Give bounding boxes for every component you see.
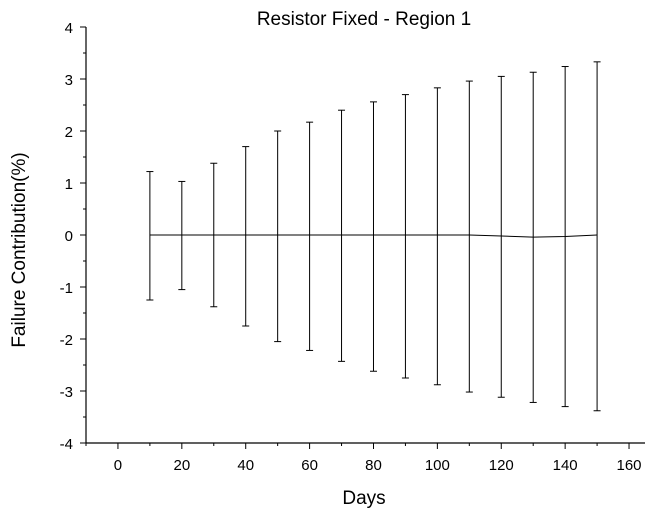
y-tick-label: 1 [65, 176, 73, 193]
error-bar-120 [497, 75, 505, 398]
x-tick-label: 140 [553, 457, 578, 474]
error-bar-40 [242, 146, 250, 327]
x-axis-label: Days [342, 488, 385, 509]
error-bar-100 [433, 87, 441, 386]
y-tick-label: -3 [60, 384, 73, 401]
error-bar-70 [338, 109, 346, 362]
y-tick-label: 2 [65, 124, 73, 141]
x-tick-label: 80 [365, 457, 382, 474]
x-tick-label: 120 [489, 457, 514, 474]
y-tick-label: 4 [65, 20, 73, 37]
plot-area [146, 61, 601, 412]
x-tick-label: 0 [114, 457, 122, 474]
error-bar-20 [178, 180, 186, 291]
x-tick-label: 160 [617, 457, 642, 474]
y-tick-label: 0 [65, 228, 73, 245]
error-bar-30 [210, 162, 218, 308]
error-bar-60 [306, 121, 314, 351]
error-bar-110 [465, 80, 473, 393]
error-bar-80 [369, 101, 377, 372]
x-tick-label: 60 [301, 457, 318, 474]
y-axis-label: Failure Contribution(%) [9, 152, 30, 347]
error-bar-10 [146, 171, 154, 301]
x-tick-label: 40 [237, 457, 254, 474]
error-bar-150 [593, 61, 601, 412]
error-bar-140 [561, 66, 569, 408]
y-tick-label: 3 [65, 72, 73, 89]
x-tick-label: 100 [425, 457, 450, 474]
error-bar-50 [274, 130, 282, 343]
y-tick-label: -2 [60, 332, 73, 349]
y-tick-label: -1 [60, 280, 73, 297]
error-bar-90 [401, 94, 409, 379]
chart-title: Resistor Fixed - Region 1 [257, 9, 471, 30]
y-tick-label: -4 [60, 436, 73, 453]
x-tick-label: 20 [173, 457, 190, 474]
error-bar-130 [529, 71, 537, 403]
